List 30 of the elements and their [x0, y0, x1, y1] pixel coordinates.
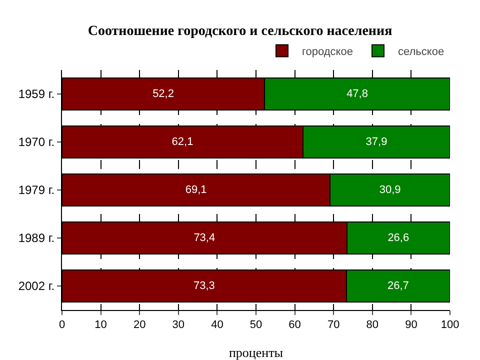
- x-tick-label: 30: [172, 319, 185, 332]
- y-tick-label: 1989 г.: [18, 231, 55, 246]
- x-tick-label: 60: [288, 319, 301, 332]
- x-tick-label: 100: [440, 319, 460, 332]
- x-tick-label: 80: [366, 319, 379, 332]
- x-tick-label: 0: [58, 319, 66, 332]
- x-tick-label: 20: [133, 319, 146, 332]
- data-label: 30,9: [379, 184, 401, 196]
- data-label: 47,8: [346, 88, 368, 100]
- data-label: 69,1: [185, 184, 207, 196]
- data-label: 73,3: [193, 280, 215, 292]
- y-tick-label: 1970 г.: [18, 135, 55, 150]
- x-tick-label: 40: [211, 319, 224, 332]
- x-tick-label: 70: [327, 319, 340, 332]
- data-label: 37,9: [366, 136, 388, 148]
- x-tick-label: 10: [94, 319, 107, 332]
- x-tick-label: 90: [405, 319, 418, 332]
- y-tick-label: 1959 г.: [18, 87, 55, 102]
- y-tick-label: 2002 г.: [18, 279, 55, 294]
- chart-title: Соотношение городского и сельского населения: [88, 24, 393, 39]
- y-tick-label: 1979 г.: [18, 183, 55, 198]
- data-label: 73,4: [194, 232, 216, 244]
- legend-label: городское: [302, 46, 353, 58]
- x-axis-title: проценты: [228, 345, 284, 360]
- x-tick-label: 50: [250, 319, 262, 332]
- data-label: 62,1: [172, 136, 194, 148]
- data-label: 52,2: [152, 88, 174, 100]
- data-label: 26,7: [387, 280, 409, 292]
- data-label: 26,6: [388, 232, 410, 244]
- legend-label: сельское: [398, 46, 444, 58]
